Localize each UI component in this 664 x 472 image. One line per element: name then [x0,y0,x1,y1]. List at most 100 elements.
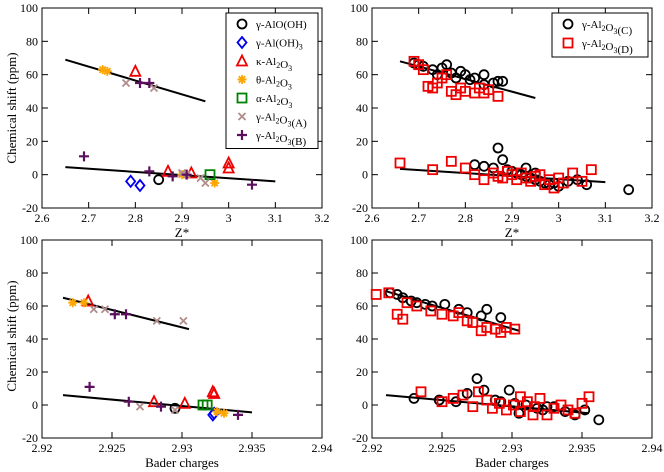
x-tick-label: 2.925 [99,441,126,455]
x-tick-label: 3.1 [598,211,613,225]
fit-line [65,58,206,103]
x-axis-title: Bader charges [475,455,549,470]
legend-label-subscript: 2 [276,135,280,144]
data-point [548,402,560,414]
data-point [134,178,146,193]
legend-label-part: γ-Al [581,38,602,50]
data-point [436,308,448,320]
series-gB [84,309,243,420]
data-point [370,289,382,300]
legend-label: α-Al2O3 [256,93,292,110]
data-point [493,397,505,409]
data-point [562,404,574,416]
y-tick-label: 80 [356,266,368,280]
series-gD [370,287,595,421]
data-point [497,75,509,87]
x-tick-label: 3 [556,211,562,225]
panel-top-right: 2.6 2.7 2.8 2.9 3 3.1 3.2 -20 0 20 40 60 80 100 Z* [350,1,660,240]
fit-line [65,166,276,183]
data-point [481,394,493,406]
y-tick-label: 60 [356,299,368,313]
data-point [447,310,459,322]
y-tick-label: 0 [362,398,368,412]
data-point [68,298,78,308]
legend-marker [562,18,574,30]
legend-label: γ-Al(OH)3 [255,38,303,52]
x-tick-label: 2.7 [81,211,96,225]
data-point [441,69,453,81]
x-tick-label: 2.93 [172,441,193,455]
data-point [576,175,588,187]
series-a [204,169,216,181]
x-tick-label: 2.935 [239,441,266,455]
legend-label-part: γ-Al [255,112,276,124]
series-gD [394,55,597,194]
data-point [503,384,515,396]
legend-label-subscript: 3 [613,27,617,36]
data-point [461,315,473,327]
x-tick-label: 2.94 [312,441,333,455]
legend-label-subscript: 2 [602,24,606,33]
data-point [441,59,453,71]
x-tick-label: 3.2 [315,211,330,225]
y-tick-label: 80 [356,34,368,48]
legend-label-subscript: 3 [288,101,292,110]
legend-label-subscript: 2 [276,98,280,107]
x-tick-label: 2.8 [458,211,473,225]
data-point [212,407,222,417]
data-point [457,389,469,401]
legend-label-part: O [280,115,288,127]
series-g_AlOOH [153,174,165,186]
data-point [210,178,220,188]
legend-label: γ-Al2O3(C) [581,19,632,37]
legend-marker [236,18,248,30]
data-point [509,323,521,335]
data-point [181,169,192,180]
y-tick-label: 0 [32,168,38,182]
data-point [469,72,481,84]
data-point [495,312,507,323]
y-tick-label: -20 [352,431,368,445]
legend-label-subscript: 3 [287,120,291,129]
data-point [567,167,579,179]
legend-marker [237,130,247,140]
legend-label-subscript: 2 [276,80,280,89]
x-tick-label: 2.94 [642,441,663,455]
data-point [583,391,595,403]
legend-label: γ-Al2O3(D) [581,38,633,56]
legend-label-subscript: 3 [299,43,303,52]
x-tick-label: 3.1 [268,211,283,225]
series-gB [79,78,257,190]
data-point [467,401,479,413]
data-point [623,184,635,196]
legend-label-subscript: 3 [288,83,292,92]
y-tick-label: 20 [26,134,38,148]
panel-bottom-right: 2.92 2.925 2.93 2.935 2.94 -20 0 20 40 60 80 100 Bad… [350,233,663,470]
data-point [170,405,180,415]
y-tick-label: 80 [26,266,38,280]
x-tick-label: 2.6 [365,211,380,225]
data-point [219,408,229,418]
data-point [478,69,490,81]
x-tick-label: 2.93 [502,441,523,455]
data-point [492,75,504,87]
legend-label-subscript: 3 [288,64,292,73]
data-point [464,74,476,86]
data-point [576,397,588,409]
data-point [156,401,166,412]
data-point [144,166,155,177]
data-point [153,174,165,186]
legend-label: γ-Al2O3(A) [255,112,307,130]
data-point [515,406,526,418]
legend-label: γ-AlO(OH) [255,19,307,31]
legend-label-subscript: 2 [602,43,606,52]
data-point [415,386,427,398]
legend-marker [236,35,248,50]
legend-marker [237,112,247,121]
series-t [68,298,229,418]
data-point [411,300,423,312]
legend-label-subscript: 2 [276,117,280,126]
y-tick-label: 60 [356,68,368,82]
